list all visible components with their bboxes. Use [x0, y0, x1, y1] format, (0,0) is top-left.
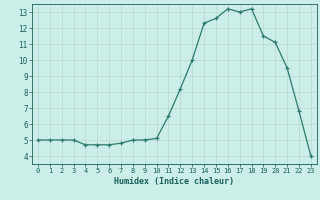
X-axis label: Humidex (Indice chaleur): Humidex (Indice chaleur)	[115, 177, 234, 186]
